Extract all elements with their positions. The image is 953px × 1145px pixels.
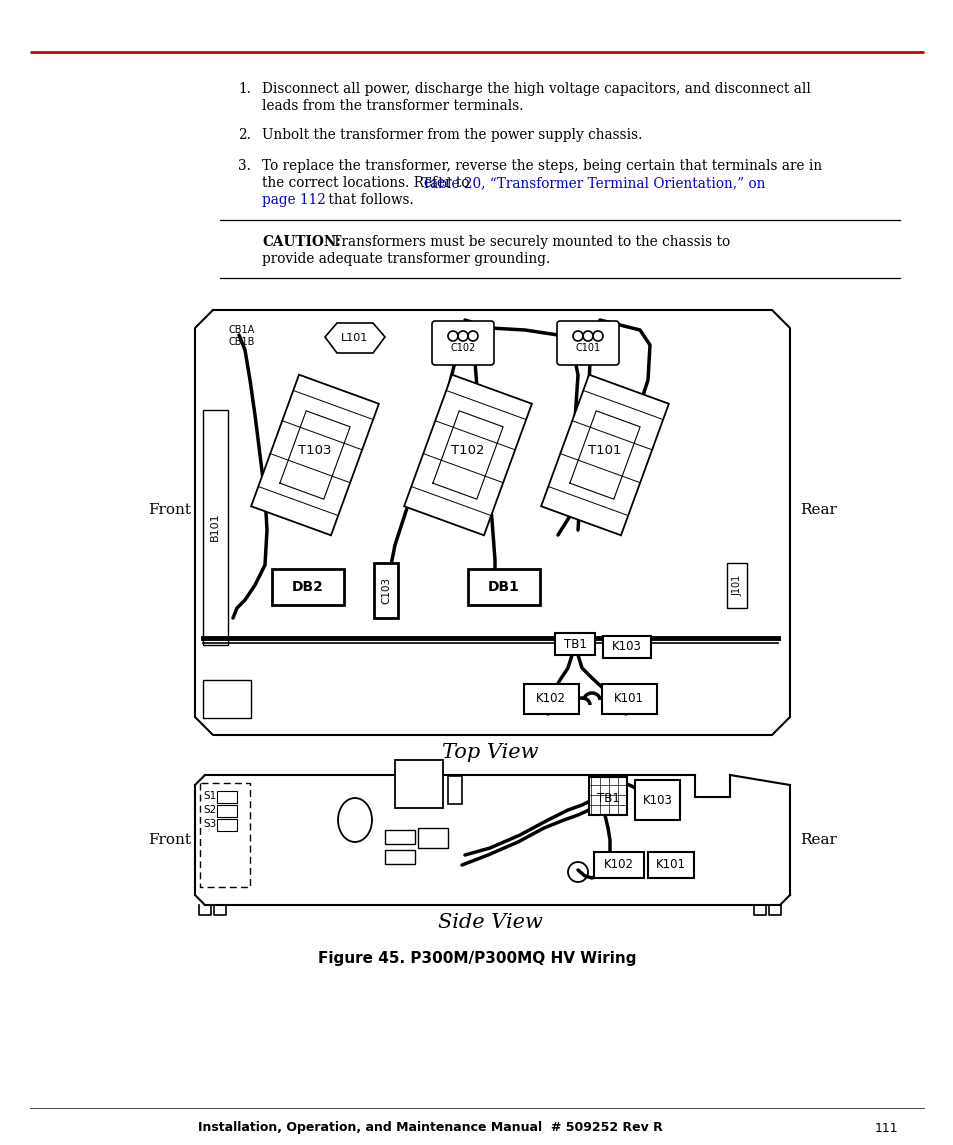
Bar (594, 852, 643, 878)
Bar (602, 635, 650, 658)
Text: Rear: Rear (800, 834, 836, 847)
Text: K102: K102 (603, 859, 634, 871)
Polygon shape (325, 323, 385, 353)
Text: page 112: page 112 (262, 194, 326, 207)
Text: K102: K102 (536, 693, 565, 705)
Polygon shape (540, 374, 668, 536)
Text: S2: S2 (203, 805, 216, 815)
Bar (417, 828, 448, 848)
Text: DB2: DB2 (292, 581, 324, 594)
Bar (395, 760, 442, 808)
Text: CAUTION:: CAUTION: (262, 235, 340, 248)
Text: Figure 45. P300M/P300MQ HV Wiring: Figure 45. P300M/P300MQ HV Wiring (317, 950, 636, 965)
Text: K101: K101 (614, 693, 643, 705)
Text: K103: K103 (642, 793, 672, 806)
Bar (726, 563, 746, 608)
Bar (272, 569, 344, 605)
Text: CB1B: CB1B (229, 337, 255, 347)
Text: Side View: Side View (437, 913, 542, 932)
Text: J101: J101 (731, 575, 741, 595)
Text: B101: B101 (210, 513, 220, 542)
Text: Front: Front (148, 834, 191, 847)
Text: Disconnect all power, discharge the high voltage capacitors, and disconnect all: Disconnect all power, discharge the high… (262, 82, 810, 96)
Text: provide adequate transformer grounding.: provide adequate transformer grounding. (262, 252, 550, 266)
Text: that follows.: that follows. (324, 194, 414, 207)
Text: 1.: 1. (237, 82, 251, 96)
Text: L101: L101 (341, 333, 368, 344)
Bar (555, 633, 595, 655)
Bar (203, 410, 228, 645)
Polygon shape (404, 374, 532, 536)
Text: S1: S1 (203, 791, 216, 802)
Bar (601, 684, 657, 714)
Text: C101: C101 (575, 344, 600, 353)
Bar (385, 830, 415, 844)
Bar (203, 680, 251, 718)
Polygon shape (251, 374, 378, 536)
Text: TB1: TB1 (563, 638, 586, 650)
Text: leads from the transformer terminals.: leads from the transformer terminals. (262, 98, 523, 113)
Bar (468, 569, 539, 605)
Text: K103: K103 (612, 640, 641, 654)
Text: Transformers must be securely mounted to the chassis to: Transformers must be securely mounted to… (328, 235, 729, 248)
Text: To replace the transformer, reverse the steps, being certain that terminals are : To replace the transformer, reverse the … (262, 159, 821, 173)
Bar (216, 819, 236, 831)
FancyBboxPatch shape (557, 321, 618, 365)
Bar (374, 563, 397, 618)
Text: DB1: DB1 (488, 581, 519, 594)
Bar (385, 850, 415, 864)
Text: K101: K101 (656, 859, 685, 871)
Bar (216, 805, 236, 818)
Text: 111: 111 (874, 1121, 898, 1135)
Text: Unbolt the transformer from the power supply chassis.: Unbolt the transformer from the power su… (262, 128, 641, 142)
Text: S3: S3 (203, 819, 216, 829)
Text: Top View: Top View (441, 742, 537, 761)
Text: 3.: 3. (237, 159, 251, 173)
FancyBboxPatch shape (432, 321, 494, 365)
Text: C103: C103 (380, 576, 391, 603)
Text: T103: T103 (298, 443, 332, 457)
Text: 2.: 2. (237, 128, 251, 142)
Text: T101: T101 (588, 443, 621, 457)
Text: Rear: Rear (800, 503, 836, 518)
Text: Front: Front (148, 503, 191, 518)
Bar (216, 791, 236, 803)
Text: Installation, Operation, and Maintenance Manual  # 509252 Rev R: Installation, Operation, and Maintenance… (197, 1121, 661, 1135)
Text: TB1: TB1 (596, 791, 618, 805)
Bar (647, 852, 693, 878)
Bar (588, 777, 626, 815)
Text: T102: T102 (451, 443, 484, 457)
Text: C102: C102 (450, 344, 476, 353)
Bar (523, 684, 578, 714)
Bar (635, 780, 679, 820)
Text: Table 20, “Transformer Terminal Orientation,” on: Table 20, “Transformer Terminal Orientat… (421, 176, 764, 190)
Text: the correct locations. Refer to: the correct locations. Refer to (262, 176, 474, 190)
Text: CB1A: CB1A (229, 325, 255, 335)
Bar (448, 776, 461, 804)
